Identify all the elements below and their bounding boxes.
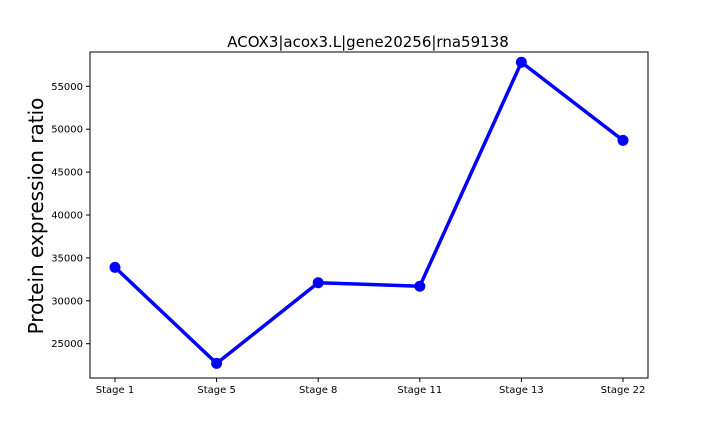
data-point xyxy=(515,56,527,68)
x-tick-label: Stage 8 xyxy=(299,385,337,396)
x-tick-label: Stage 22 xyxy=(601,385,646,396)
data-point xyxy=(109,261,121,273)
series-line xyxy=(113,60,625,366)
plot-frame xyxy=(89,51,649,379)
plot-area: 25000 30000 35000 40000 45000 50000 55000 Stage… xyxy=(51,51,649,396)
y-tick-label: 25000 xyxy=(51,339,83,350)
data-point xyxy=(312,277,324,289)
chart-title: ACOX3|acox3.L|gene20256|rna59138 xyxy=(227,33,509,51)
data-point xyxy=(211,357,223,369)
data-point xyxy=(617,134,629,146)
x-tick-label: Stage 5 xyxy=(197,385,235,396)
x-tick-label: Stage 1 xyxy=(96,385,134,396)
y-axis-label: Protein expression ratio xyxy=(24,98,48,335)
y-tick-label: 35000 xyxy=(51,253,83,264)
x-tick-label: Stage 13 xyxy=(499,385,544,396)
x-tick-label: Stage 11 xyxy=(397,385,442,396)
y-tick-label: 55000 xyxy=(51,82,83,93)
y-tick-label: 45000 xyxy=(51,168,83,179)
data-point xyxy=(414,280,426,292)
y-tick-label: 50000 xyxy=(51,125,83,136)
y-tick-label: 30000 xyxy=(51,296,83,307)
y-tick-label: 40000 xyxy=(51,211,83,222)
